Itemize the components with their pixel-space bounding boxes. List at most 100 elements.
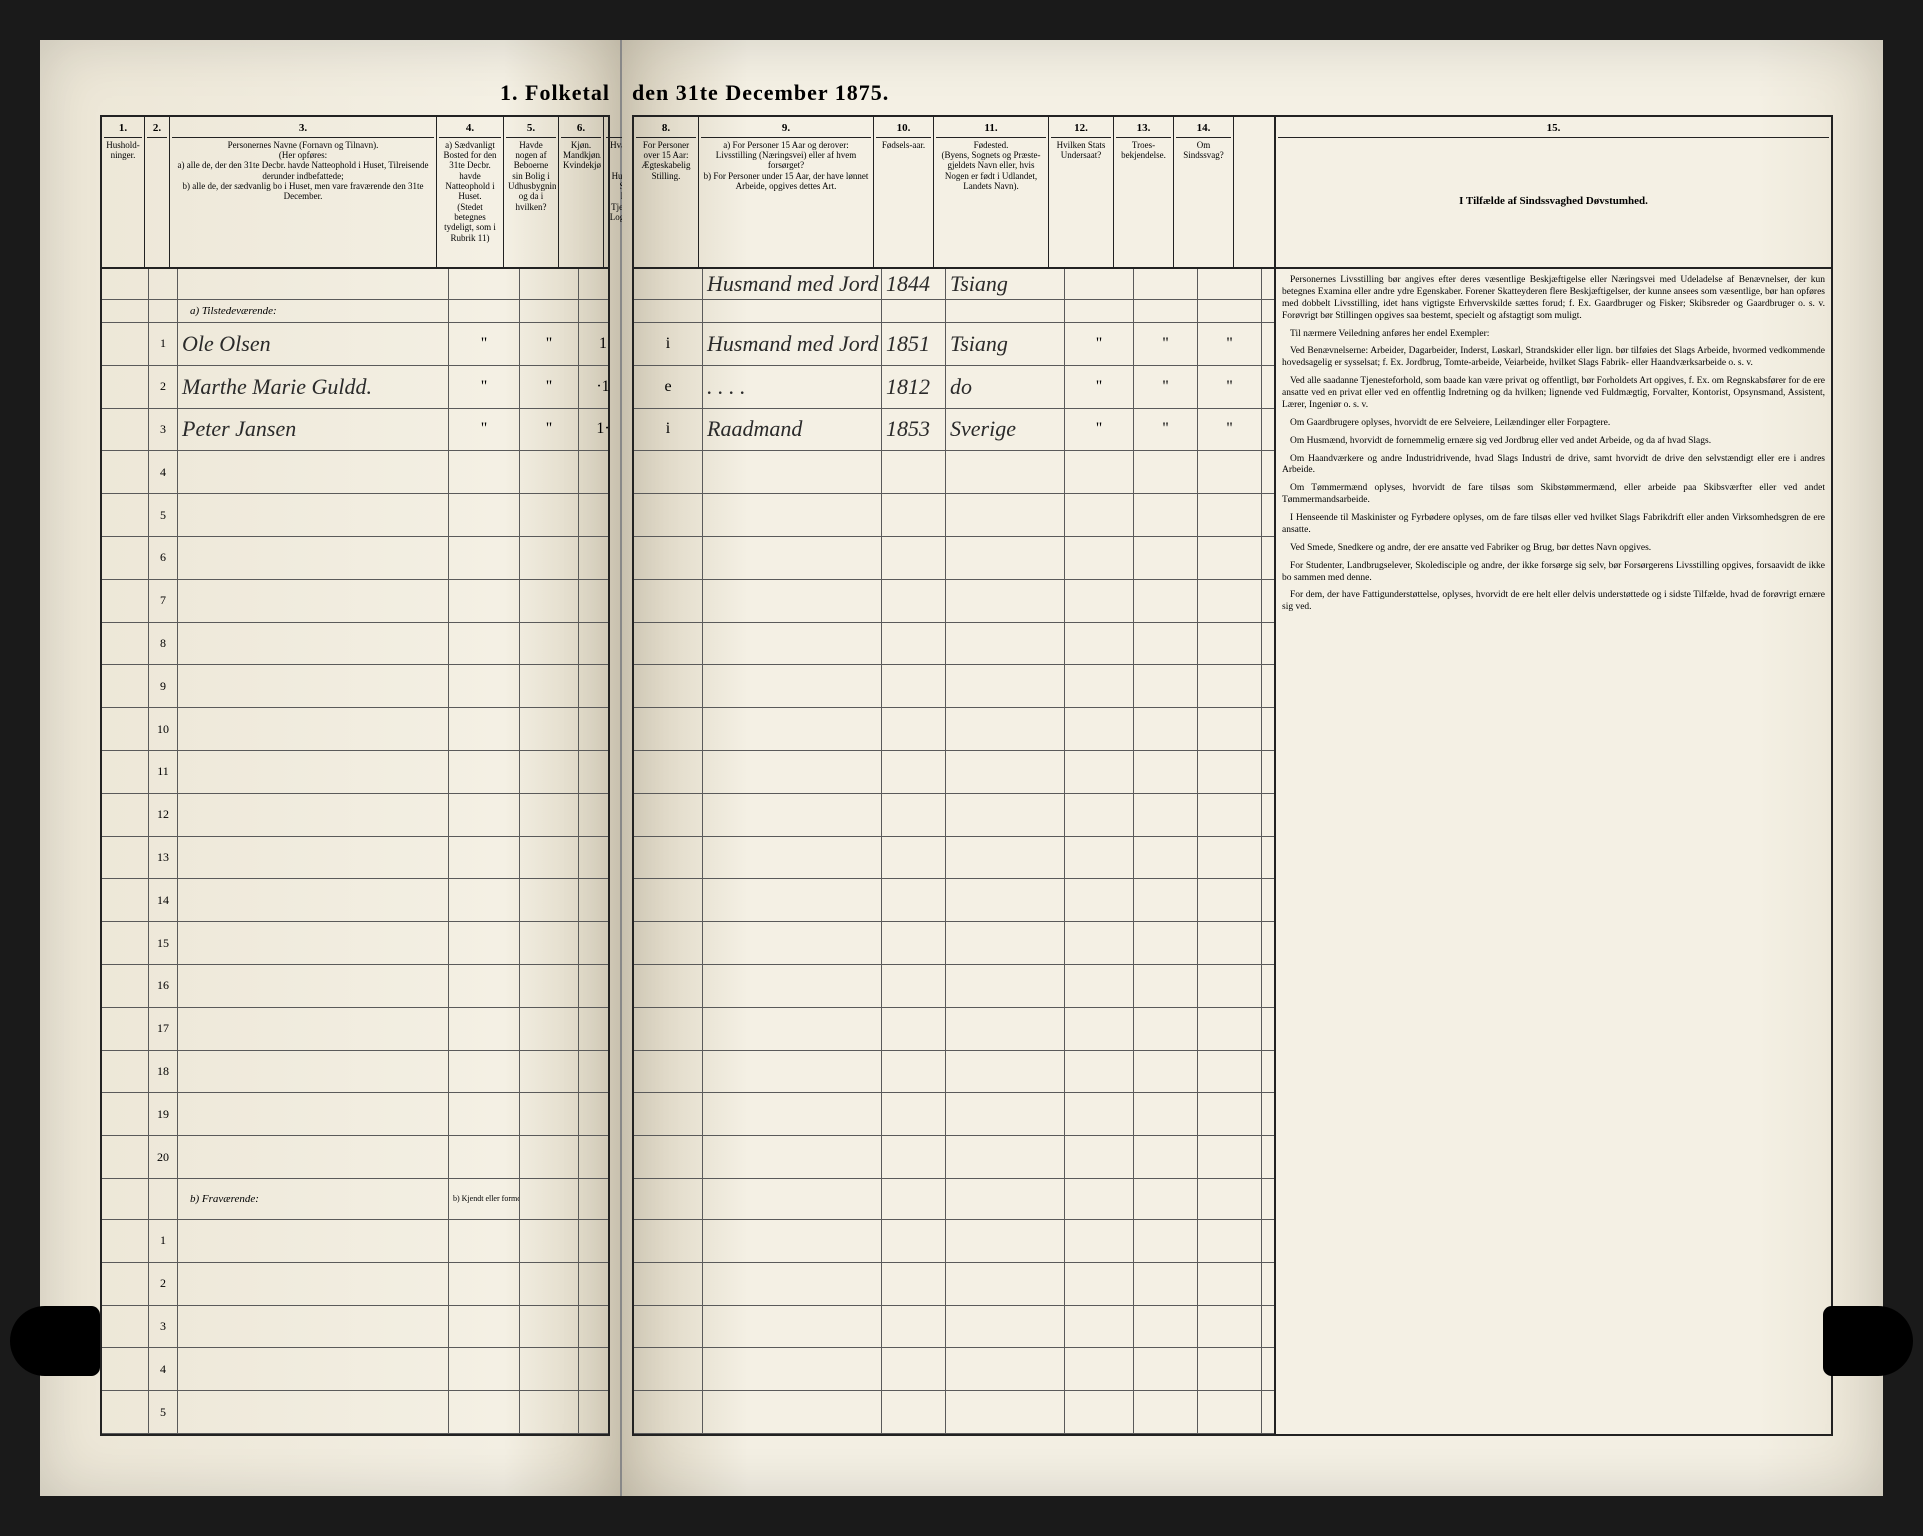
cell [102,1008,149,1050]
cell [449,1093,520,1135]
cell [520,1263,579,1305]
cell [579,1220,628,1262]
cell [449,1263,520,1305]
cell: 4 [149,1348,178,1390]
table-row: 9 [102,665,608,708]
cell [1065,1391,1134,1433]
cell [634,1093,703,1135]
table-row [634,1051,1274,1094]
cell [520,965,579,1007]
cell: i [634,323,703,365]
cell [1065,1136,1134,1178]
cell [520,1093,579,1135]
cell [1065,965,1134,1007]
cell: Tsiang [946,269,1065,299]
cell: " [520,366,579,408]
cell [1198,269,1262,299]
cell [1134,922,1198,964]
cell [946,451,1065,493]
cell: 17 [149,1008,178,1050]
table-row: 11 [102,751,608,794]
cell: 7 [149,580,178,622]
cell [449,580,520,622]
cell [1134,300,1198,322]
cell [703,1220,882,1262]
cell [449,879,520,921]
cell [178,1093,449,1135]
cell [1198,794,1262,836]
cell: 13 [149,837,178,879]
cell: " [449,366,520,408]
table-row [634,1008,1274,1051]
title-left: 1. Folketal [40,40,620,106]
cell: 9 [149,665,178,707]
cell [579,1179,628,1219]
cell: " [1065,323,1134,365]
cell [946,1391,1065,1433]
cell [703,623,882,665]
cell [882,580,946,622]
cell [178,837,449,879]
column-headers-right: 8.For Personer over 15 Aar: Ægteskabelig… [634,117,1274,269]
cell [1198,580,1262,622]
cell [102,1093,149,1135]
cell [882,1348,946,1390]
cell [882,794,946,836]
cell: 19 [149,1093,178,1135]
cell [102,708,149,750]
cell [1198,1136,1262,1178]
cell [1134,537,1198,579]
table-row: 8 [102,623,608,666]
cell [520,1008,579,1050]
cell [178,269,449,299]
cell [520,837,579,879]
cell [946,300,1065,322]
cell [1198,494,1262,536]
cell [946,708,1065,750]
cell [882,451,946,493]
cell [579,751,628,793]
cell [703,451,882,493]
table-row: b) Fraværende:b) Kjendt eller formodet O… [102,1179,608,1220]
cell [579,1136,628,1178]
cell [1198,708,1262,750]
cell [1065,623,1134,665]
col-head: 9.a) For Personer 15 Aar og derover: Liv… [699,117,874,267]
table-row [634,494,1274,537]
cell [449,269,520,299]
cell [946,922,1065,964]
cell [946,1008,1065,1050]
cell [102,879,149,921]
cell [882,1391,946,1433]
cell: 1851 [882,323,946,365]
cell [634,300,703,322]
cell: e [634,366,703,408]
cell [579,794,628,836]
title-right: den 31te December 1875. [622,40,1883,106]
table-row [634,1093,1274,1136]
cell [520,537,579,579]
table-row: 13 [102,837,608,880]
table-row: iRaadmand1853Sverige""" [634,409,1274,452]
cell [520,451,579,493]
cell [634,623,703,665]
cell [703,1348,882,1390]
cell [102,751,149,793]
cell [579,1051,628,1093]
cell [520,665,579,707]
cell: 3 [149,409,178,451]
cell [1134,494,1198,536]
cell: 11 [149,751,178,793]
table-row: 16 [102,965,608,1008]
cell [579,269,628,299]
cell [178,708,449,750]
cell [449,708,520,750]
cell [946,1263,1065,1305]
cell [946,1051,1065,1093]
cell [703,537,882,579]
cell [1134,879,1198,921]
cell [882,879,946,921]
cell: " [1134,366,1198,408]
cell [178,922,449,964]
cell [1134,665,1198,707]
